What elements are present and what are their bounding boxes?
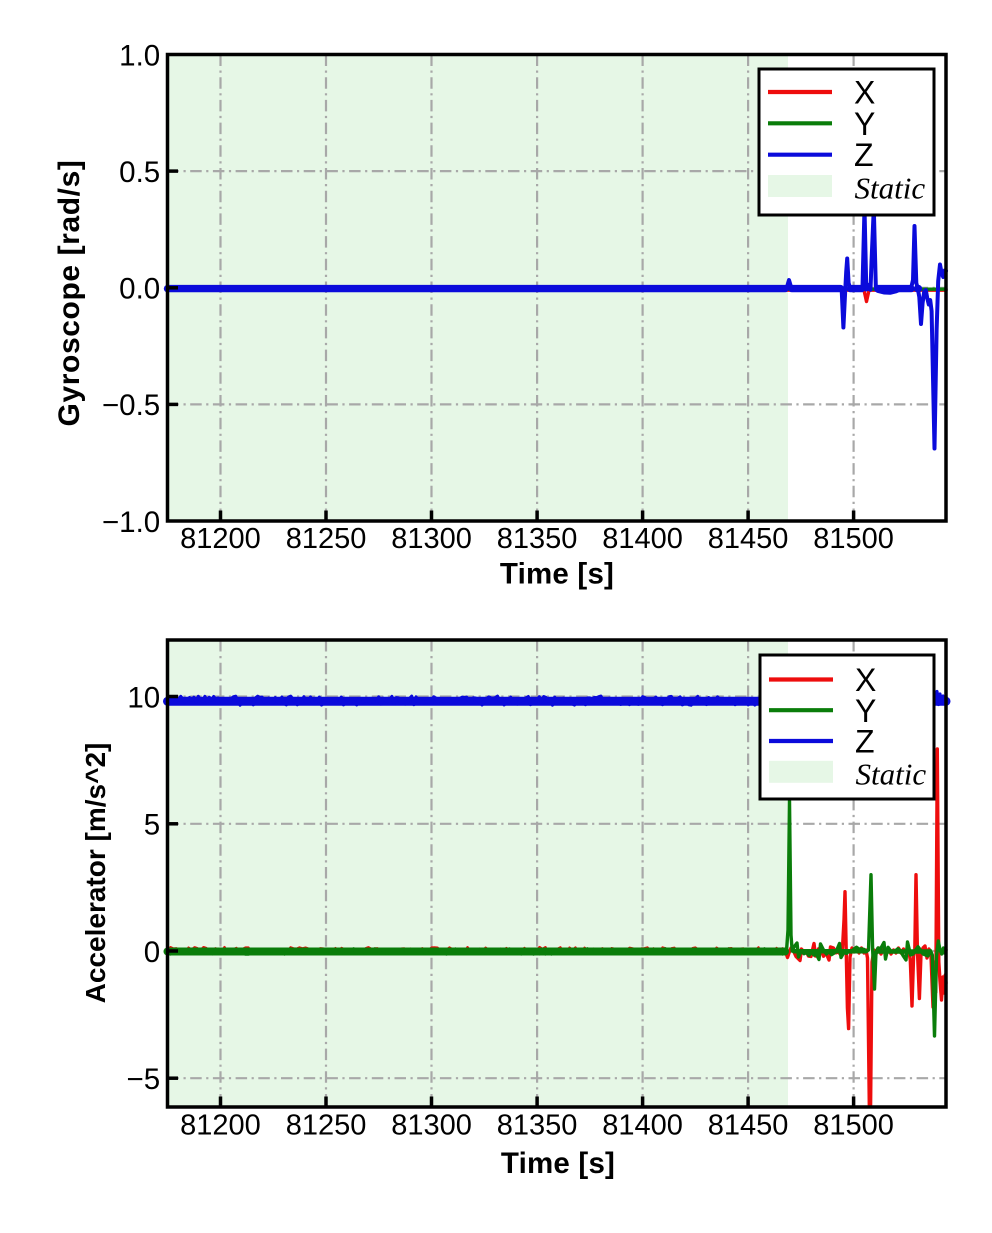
svg-text:Static: Static: [855, 171, 926, 206]
svg-text:Z: Z: [854, 137, 874, 173]
svg-text:81400: 81400: [602, 523, 683, 555]
svg-text:Accelerator [m/s^2]: Accelerator [m/s^2]: [80, 743, 111, 1004]
svg-text:X: X: [854, 75, 875, 111]
svg-text:81500: 81500: [813, 523, 894, 555]
svg-text:81300: 81300: [391, 523, 472, 555]
svg-text:81500: 81500: [813, 1110, 894, 1142]
svg-text:Gyroscope [rad/s]: Gyroscope [rad/s]: [53, 160, 86, 427]
svg-text:Y: Y: [854, 106, 875, 142]
svg-text:0.0: 0.0: [119, 273, 160, 306]
svg-text:81250: 81250: [286, 1110, 367, 1142]
svg-text:81450: 81450: [708, 523, 789, 555]
svg-text:81450: 81450: [708, 1110, 789, 1142]
svg-text:Y: Y: [855, 693, 876, 729]
svg-text:Time [s]: Time [s]: [500, 558, 614, 591]
svg-text:−5: −5: [127, 1063, 161, 1096]
svg-text:81250: 81250: [286, 523, 367, 555]
svg-text:−0.5: −0.5: [102, 389, 160, 422]
svg-text:Time [s]: Time [s]: [501, 1147, 615, 1180]
svg-text:10: 10: [127, 681, 160, 714]
svg-text:81350: 81350: [497, 523, 578, 555]
svg-text:Z: Z: [855, 724, 875, 760]
svg-text:−1.0: −1.0: [102, 506, 160, 539]
svg-text:X: X: [855, 662, 876, 698]
svg-text:81300: 81300: [391, 1110, 472, 1142]
svg-text:81200: 81200: [180, 1110, 261, 1142]
svg-text:5: 5: [144, 809, 160, 842]
svg-text:81350: 81350: [497, 1110, 578, 1142]
svg-text:81200: 81200: [180, 523, 261, 555]
svg-text:0.5: 0.5: [119, 156, 160, 189]
svg-text:1.0: 1.0: [119, 39, 160, 72]
svg-text:Static: Static: [856, 756, 927, 791]
svg-text:0: 0: [144, 936, 160, 969]
svg-text:81400: 81400: [602, 1110, 683, 1142]
